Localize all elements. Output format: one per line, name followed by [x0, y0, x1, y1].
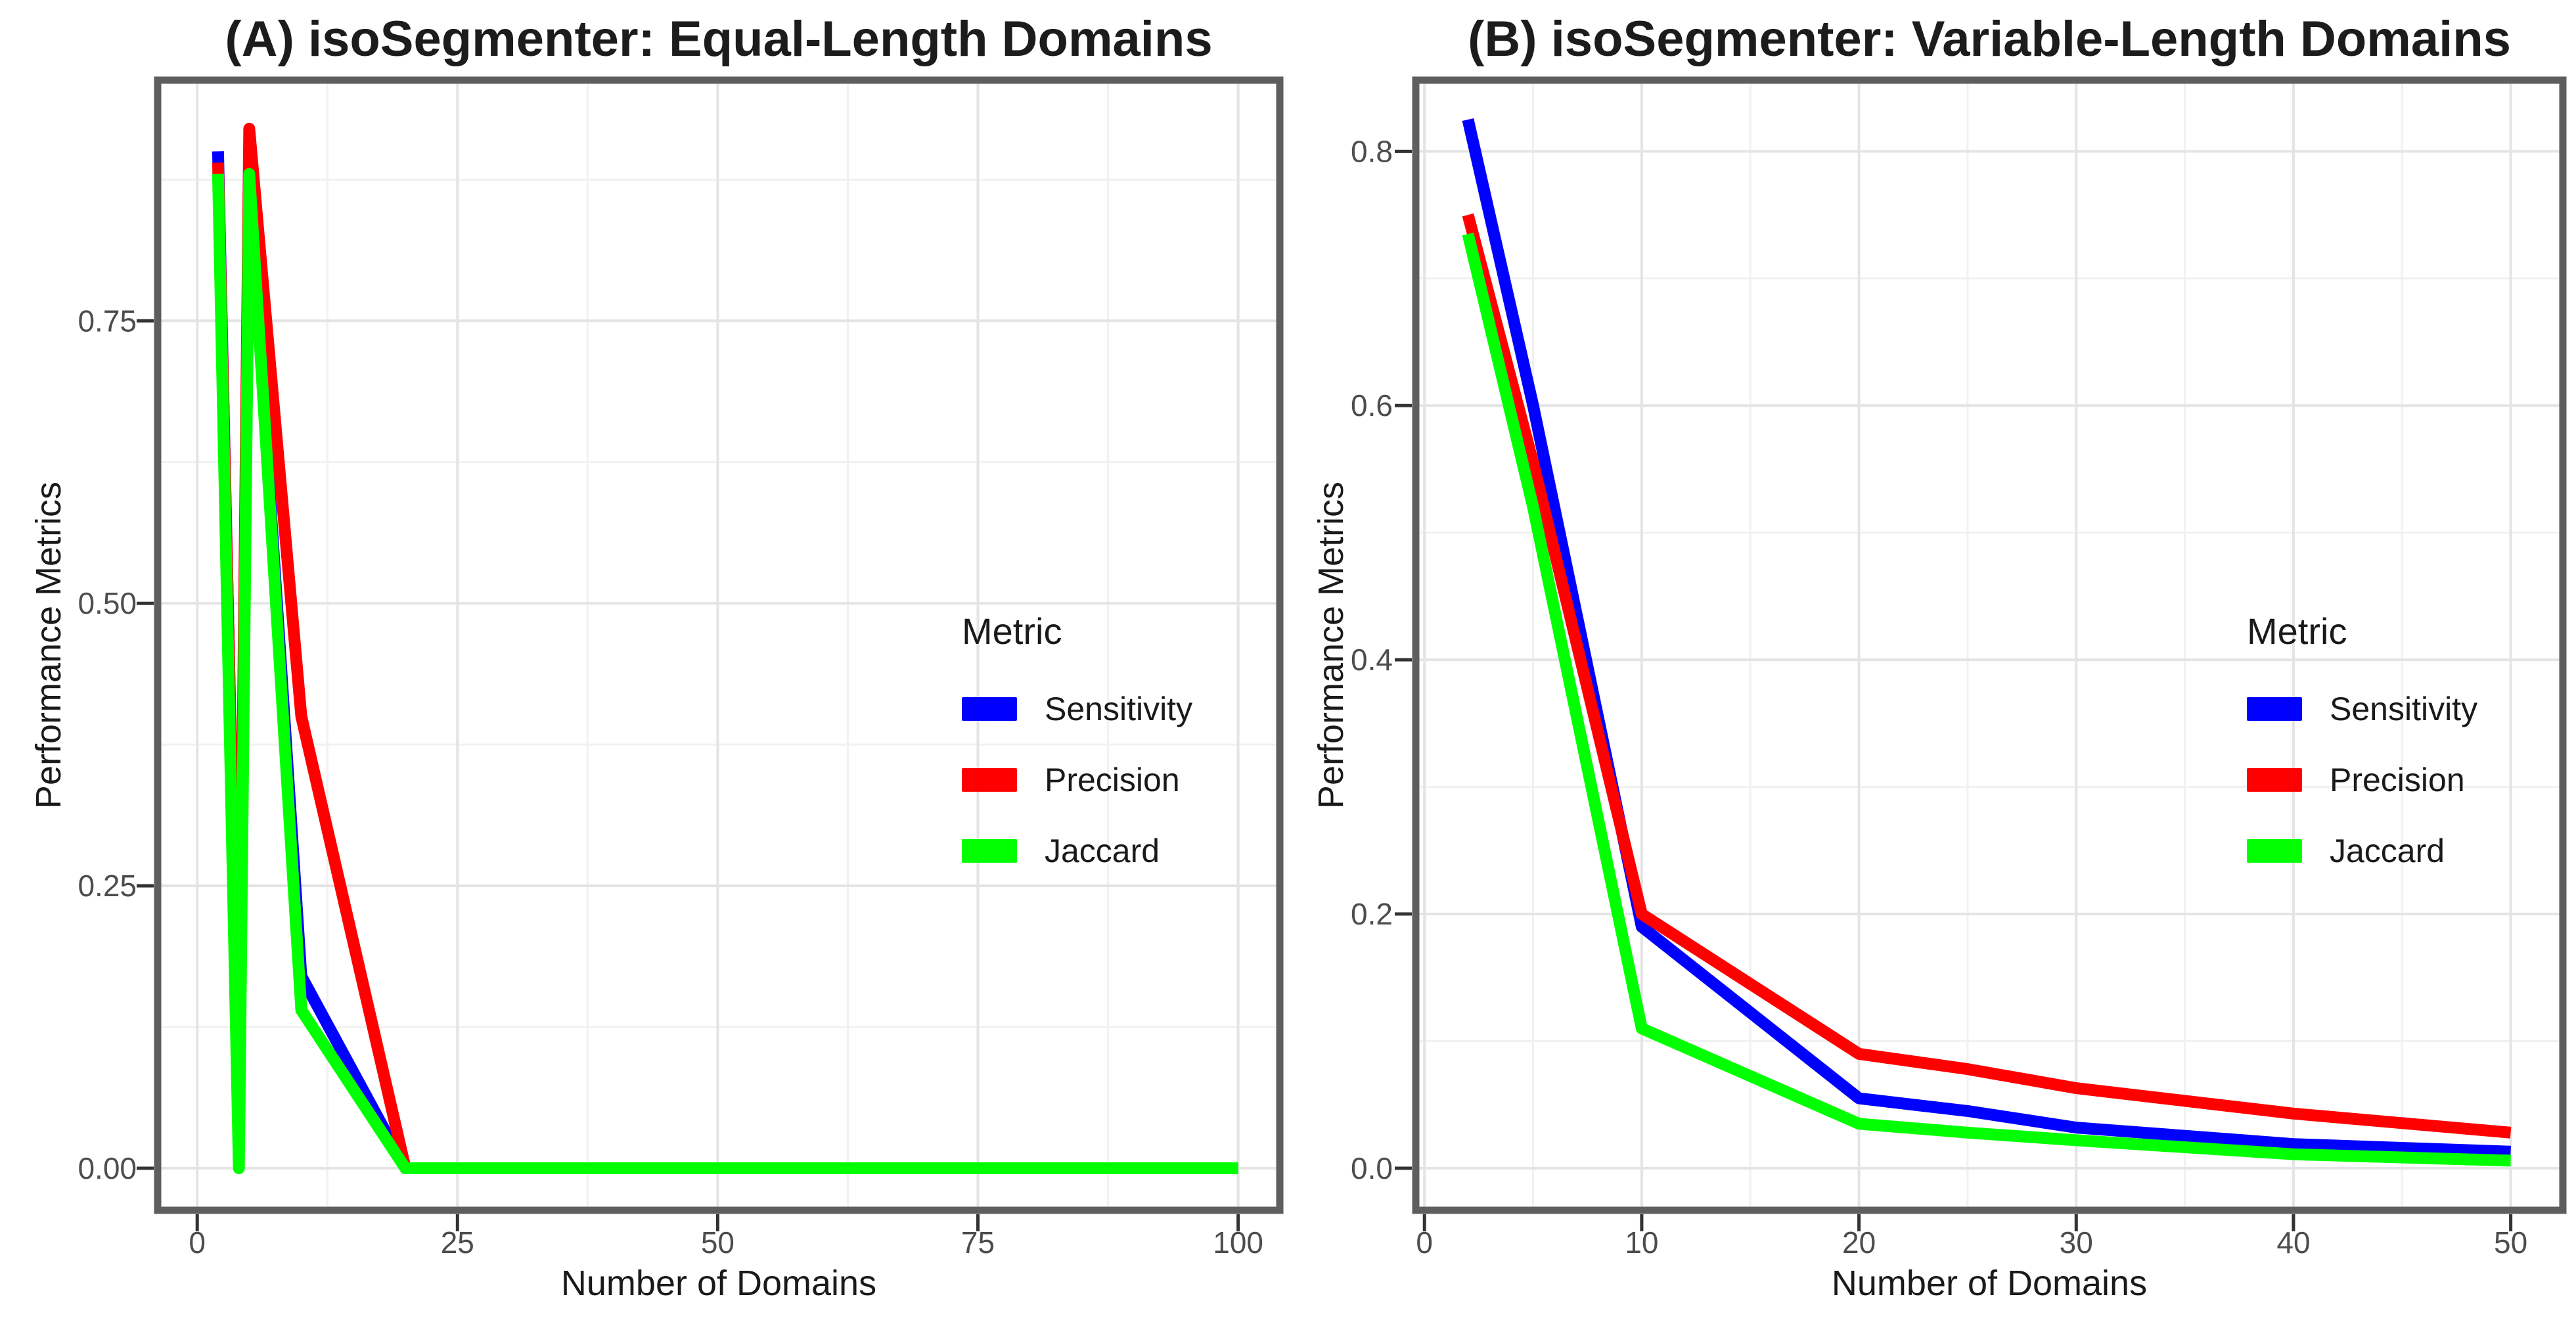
- panel-border: [1412, 76, 2567, 1214]
- legend-label-precision: Precision: [2330, 762, 2465, 798]
- legend-swatch-jaccard: [962, 839, 1017, 863]
- x-tick-label: 75: [961, 1225, 995, 1260]
- x-tick-label: 0: [1416, 1225, 1433, 1260]
- legend-label-jaccard: Jaccard: [1045, 832, 1160, 869]
- legend-item-jaccard: Jaccard: [962, 830, 1264, 872]
- series-line-jaccard: [212, 168, 1238, 1174]
- y-tick-label: 0.2: [1351, 897, 1393, 931]
- x-tick-label: 40: [2276, 1225, 2310, 1260]
- legend-label-precision: Precision: [1045, 762, 1180, 798]
- legend-item-sensitivity: Sensitivity: [962, 688, 1264, 730]
- y-tick-label: 0.00: [78, 1151, 137, 1185]
- y-tick-label: 0.8: [1351, 134, 1393, 168]
- legend-item-sensitivity: Sensitivity: [2247, 688, 2549, 730]
- series-line-jaccard: [1462, 233, 2511, 1167]
- x-tick-label: 20: [1842, 1225, 1876, 1260]
- panel-border: [154, 76, 1284, 1214]
- panel-b-x-axis-title: Number of Domains: [1831, 1264, 2148, 1303]
- legend-label-jaccard: Jaccard: [2330, 832, 2445, 869]
- y-tick-label: 0.25: [78, 869, 137, 903]
- panel-b-y-axis-title: Performance Metrics: [1311, 481, 1351, 809]
- y-tick-label: 0.6: [1351, 388, 1393, 422]
- x-tick-label: 50: [2494, 1225, 2527, 1260]
- legend-item-precision: Precision: [962, 759, 1264, 801]
- y-tick-label: 0.4: [1351, 643, 1393, 677]
- panel-a-x-axis-title: Number of Domains: [560, 1264, 877, 1303]
- legend-title: Metric: [962, 610, 1062, 652]
- y-tick-label: 0.50: [78, 586, 137, 620]
- series-line-sensitivity: [1462, 118, 2511, 1158]
- legend-swatch-sensitivity: [962, 697, 1017, 721]
- x-tick-label: 10: [1625, 1225, 1658, 1260]
- y-tick-label: 0.75: [78, 304, 137, 338]
- legend-title: Metric: [2247, 610, 2347, 652]
- series-line-precision: [1462, 213, 2512, 1139]
- x-tick-label: 25: [441, 1225, 474, 1260]
- legend-label-sensitivity: Sensitivity: [1045, 691, 1193, 727]
- panel-b-legend: Metric Sensitivity Precision Jaccard: [2247, 610, 2549, 872]
- legend-swatch-jaccard: [2247, 839, 2302, 863]
- legend-item-precision: Precision: [2247, 759, 2549, 801]
- panel-a-y-axis-title: Performance Metrics: [29, 481, 68, 809]
- panel-b-title: (B) isoSegmenter: Variable-Length Domain…: [1468, 11, 2511, 67]
- x-tick-label: 30: [2060, 1225, 2093, 1260]
- x-tick-label: 100: [1213, 1225, 1263, 1260]
- y-tick-label: 0.0: [1351, 1151, 1393, 1185]
- x-tick-label: 50: [701, 1225, 734, 1260]
- legend-label-sensitivity: Sensitivity: [2330, 691, 2478, 727]
- legend-swatch-precision: [962, 768, 1017, 792]
- legend-swatch-sensitivity: [2247, 697, 2302, 721]
- x-tick-label: 0: [189, 1225, 206, 1260]
- panel-a-title: (A) isoSegmenter: Equal-Length Domains: [225, 11, 1213, 67]
- panel-background: [1416, 80, 2563, 1210]
- panel-a-legend: Metric Sensitivity Precision Jaccard: [962, 610, 1264, 872]
- legend-swatch-precision: [2247, 768, 2302, 792]
- legend-item-jaccard: Jaccard: [2247, 830, 2549, 872]
